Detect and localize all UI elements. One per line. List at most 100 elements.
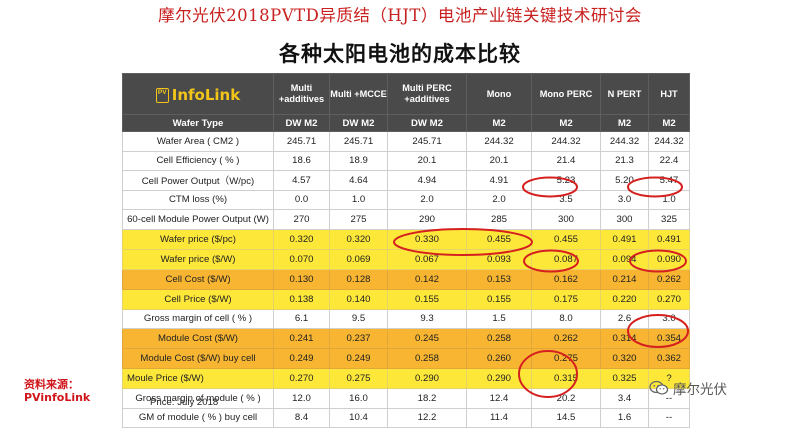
table-cell: 244.32 bbox=[531, 131, 601, 152]
table-cell: 0.455 bbox=[531, 228, 601, 250]
table-cell: 9.5 bbox=[329, 308, 388, 329]
table-cell: 0.070 bbox=[273, 248, 330, 270]
table-cell: 11.4 bbox=[466, 407, 532, 428]
column-header: Multi +MCCE bbox=[329, 73, 388, 115]
table-cell: 2.0 bbox=[387, 189, 467, 210]
row-label: Wafer price ($/pc) bbox=[122, 228, 274, 250]
table-cell: 5.20 bbox=[600, 170, 649, 191]
table-cell: 0.491 bbox=[600, 228, 649, 250]
table-row: Gross margin of cell ( % ) 6.1 9.5 9.3 1.5 8.… bbox=[122, 308, 690, 329]
header-row: PV InfoLink Multi +additives Multi +MCCE… bbox=[122, 73, 690, 115]
table-cell: 0.155 bbox=[466, 288, 532, 310]
table-cell: 270 bbox=[273, 209, 330, 230]
table-cell: 1.0 bbox=[329, 189, 388, 210]
table-cell: 12.2 bbox=[387, 407, 467, 428]
table-cell: 12.0 bbox=[273, 388, 330, 409]
table-cell: 0.214 bbox=[600, 268, 649, 290]
table-cell: 0.175 bbox=[531, 288, 601, 310]
table-cell: 300 bbox=[600, 209, 649, 230]
column-header: HJT bbox=[648, 73, 690, 115]
table-cell: 0.067 bbox=[387, 248, 467, 270]
table-cell: DW M2 bbox=[329, 114, 388, 132]
table-cell: 0.0 bbox=[273, 189, 330, 210]
source-name: PVinfoLink bbox=[24, 391, 91, 404]
table-cell: 245.71 bbox=[273, 131, 330, 152]
table-cell: 0.455 bbox=[466, 228, 532, 250]
table-cell: 0.155 bbox=[387, 288, 467, 310]
table-cell: 0.491 bbox=[648, 228, 690, 250]
infolink-logo: PV InfoLink bbox=[122, 73, 274, 115]
table-cell: 0.362 bbox=[648, 348, 690, 369]
table-cell: ? bbox=[648, 368, 690, 389]
table-cell: 244.32 bbox=[600, 131, 649, 152]
table-cell: 1.6 bbox=[600, 407, 649, 428]
table-cell: 0.314 bbox=[600, 328, 649, 349]
table-cell: 3.5 bbox=[531, 189, 601, 210]
table-row: 60-cell Module Power Output (W) 270 275 290… bbox=[122, 209, 690, 230]
event-title: 摩尔光伏2018PVTD异质结（HJT）电池产业链关键技术研讨会 bbox=[158, 6, 642, 25]
table-row: Cell Efficiency ( % ) 18.6 18.9 20.1 20.1 21.… bbox=[122, 150, 690, 171]
table-cell: 1.5 bbox=[466, 308, 532, 329]
table-cell: 0.275 bbox=[329, 368, 388, 389]
row-label: Wafer price ($/W) bbox=[122, 248, 274, 270]
row-label: Cell Power Output（W/pc) bbox=[122, 170, 274, 191]
table-cell: 285 bbox=[466, 209, 532, 230]
table-cell: -- bbox=[648, 407, 690, 428]
row-label: Module Cost ($/W) bbox=[122, 328, 274, 349]
table-cell: 18.6 bbox=[273, 150, 330, 171]
table-cell: 300 bbox=[531, 209, 601, 230]
table-cell: 0.262 bbox=[648, 268, 690, 290]
row-label: 60-cell Module Power Output (W) bbox=[122, 209, 274, 230]
row-label: GM of module ( % ) buy cell bbox=[122, 407, 274, 428]
table-row: Wafer price ($/pc) 0.320 0.320 0.330 0.455 0.… bbox=[122, 228, 690, 250]
table-cell: 8.0 bbox=[531, 308, 601, 329]
table-cell: 0.249 bbox=[329, 348, 388, 369]
pv-badge-icon: PV bbox=[155, 87, 169, 103]
table-cell: 3.0 bbox=[600, 189, 649, 210]
table-cell: 0.320 bbox=[329, 228, 388, 250]
table-cell: 20.1 bbox=[466, 150, 532, 171]
table-row: Wafer price ($/W) 0.070 0.069 0.067 0.093 0.0… bbox=[122, 248, 690, 270]
table-cell: 20.2 bbox=[531, 388, 601, 409]
table-cell: 2.0 bbox=[466, 189, 532, 210]
table-cell: 0.128 bbox=[329, 268, 388, 290]
table-cell: 0.354 bbox=[648, 328, 690, 349]
table-row: Wafer Area ( CM2 ) 245.71 245.71 245.71 244.… bbox=[122, 131, 690, 152]
table-cell: 0.138 bbox=[273, 288, 330, 310]
table-cell: 0.315 bbox=[531, 368, 601, 389]
column-header: N PERT bbox=[600, 73, 649, 115]
table-cell: 0.262 bbox=[531, 328, 601, 349]
table-cell: 0.093 bbox=[466, 248, 532, 270]
table-cell: M2 bbox=[600, 114, 649, 132]
wafer-type-row: Wafer Type DW M2 DW M2 DW M2 M2 M2 M2 M2 bbox=[122, 114, 690, 132]
table-cell: 22.4 bbox=[648, 150, 690, 171]
table-cell: 9.3 bbox=[387, 308, 467, 329]
logo-name: InfoLink bbox=[171, 85, 241, 104]
table-cell: 0.290 bbox=[466, 368, 532, 389]
row-label: Module Cost ($/W) buy cell bbox=[122, 348, 274, 369]
table-cell: 0.258 bbox=[466, 328, 532, 349]
table-cell: DW M2 bbox=[273, 114, 330, 132]
table-cell: DW M2 bbox=[387, 114, 467, 132]
table-cell: 0.320 bbox=[600, 348, 649, 369]
table-cell: 18.2 bbox=[387, 388, 467, 409]
table-cell: 0.153 bbox=[466, 268, 532, 290]
table-cell: 21.3 bbox=[600, 150, 649, 171]
source-credit: 资料来源： PVinfoLink bbox=[24, 378, 90, 404]
table-cell: 0.260 bbox=[466, 348, 532, 369]
table-cell: 20.1 bbox=[387, 150, 467, 171]
table-cell: 0.258 bbox=[387, 348, 467, 369]
table-cell: 244.32 bbox=[466, 131, 532, 152]
table-row: Moule Price ($/W) 0.270 0.275 0.290 0.290 0.3… bbox=[122, 368, 690, 389]
table-cell: 245.71 bbox=[387, 131, 467, 152]
column-header: Multi PERC +additives bbox=[387, 73, 467, 115]
price-note: Price: July 2018 bbox=[150, 397, 219, 408]
column-header: Multi +additives bbox=[273, 73, 330, 115]
table-cell: 5.23 bbox=[531, 170, 601, 191]
table-cell: 0.270 bbox=[648, 288, 690, 310]
table-cell: 0.162 bbox=[531, 268, 601, 290]
table-cell: 245.71 bbox=[329, 131, 388, 152]
table-cell: M2 bbox=[531, 114, 601, 132]
wechat-icon bbox=[649, 380, 669, 395]
table-cell: 0.241 bbox=[273, 328, 330, 349]
